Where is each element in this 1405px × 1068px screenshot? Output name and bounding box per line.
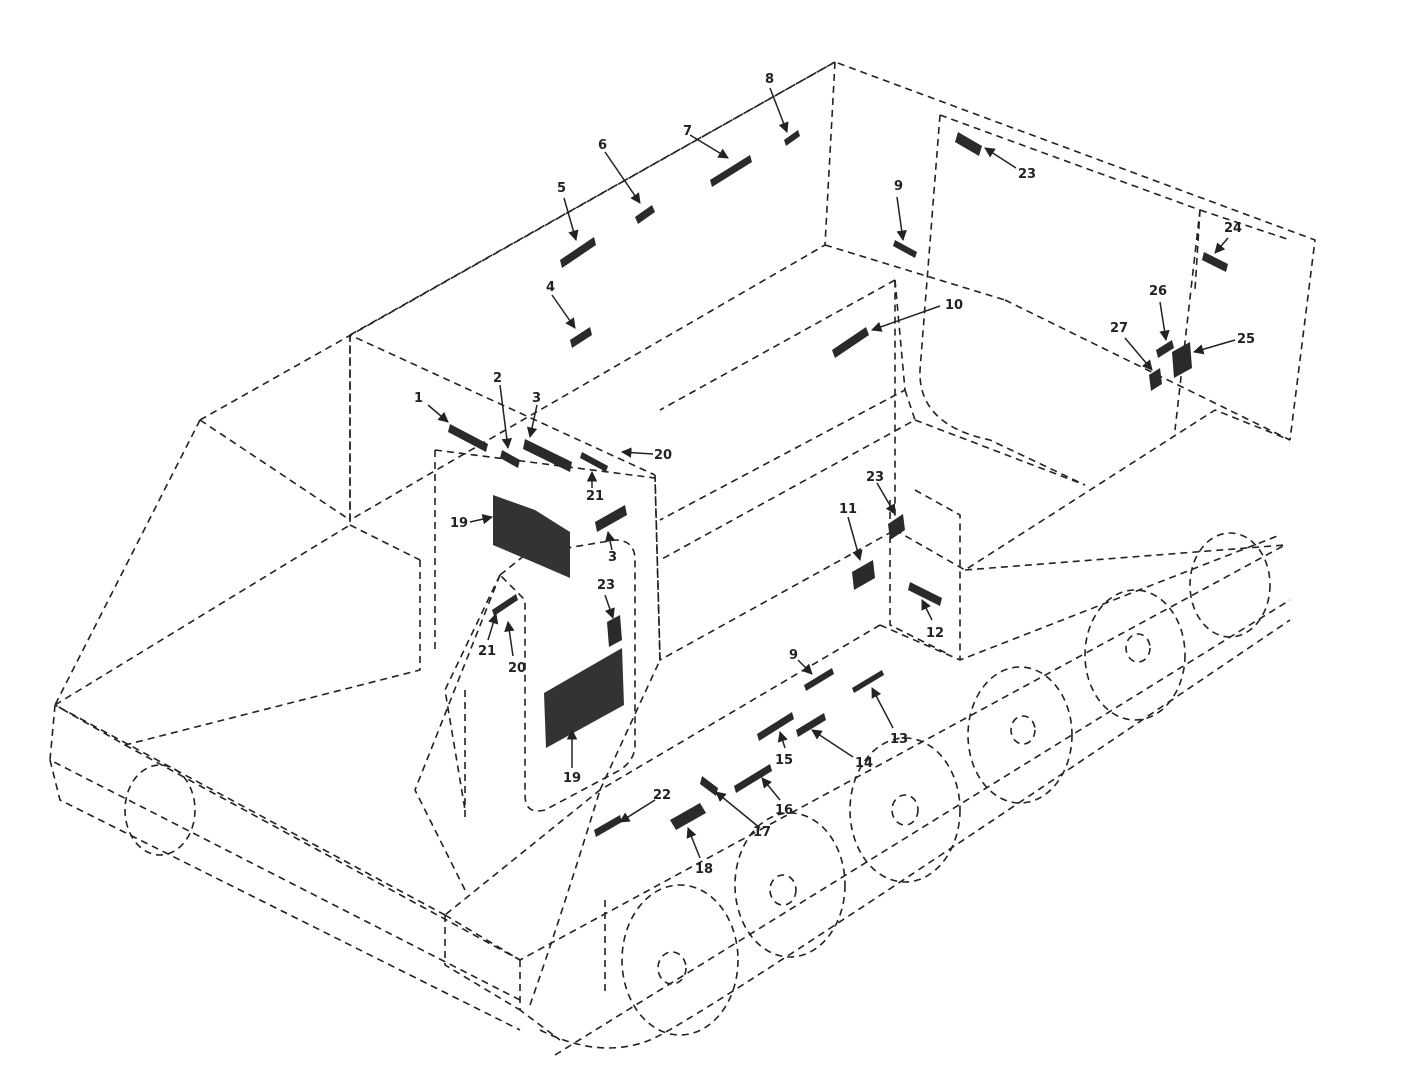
road-wheel-5 — [1084, 589, 1186, 721]
plate-5 — [560, 237, 596, 268]
vehicle-hull-outline — [49, 61, 1316, 1056]
plate-12 — [908, 582, 942, 606]
callout-21-lower: 21 — [478, 644, 496, 659]
plate-8 — [784, 130, 800, 146]
plate-18 — [670, 803, 706, 830]
plate-9-upper — [893, 240, 917, 258]
plate-27 — [1149, 368, 1162, 391]
callout-23-door: 23 — [597, 578, 615, 593]
road-wheel-hub-2 — [769, 874, 797, 906]
callout-7: 7 — [683, 124, 692, 139]
callout-23-right: 23 — [866, 470, 884, 485]
callout-11: 11 — [839, 502, 857, 517]
callout-4: 4 — [546, 280, 555, 295]
callout-24: 24 — [1224, 221, 1242, 236]
callout-12: 12 — [926, 626, 944, 641]
road-wheels — [124, 532, 1271, 1036]
callout-19-lower: 19 — [563, 771, 581, 786]
callout-5: 5 — [557, 181, 566, 196]
plate-11 — [852, 560, 875, 590]
plate-1 — [448, 424, 488, 452]
plate-6 — [635, 205, 655, 224]
road-wheel-hub-3 — [891, 794, 919, 826]
callout-27: 27 — [1110, 321, 1128, 336]
callout-26: 26 — [1149, 284, 1167, 299]
road-wheel-3 — [849, 737, 961, 883]
callout-22: 22 — [653, 788, 671, 803]
callout-14: 14 — [855, 756, 873, 771]
plate-7 — [710, 155, 752, 187]
callout-8: 8 — [765, 72, 774, 87]
callout-3-lower: 3 — [608, 550, 617, 565]
plate-4 — [570, 327, 592, 348]
callout-20-lower: 20 — [508, 661, 526, 676]
plate-23-right — [888, 514, 905, 540]
road-wheel-hub-5 — [1125, 633, 1151, 663]
plate-13 — [852, 670, 884, 693]
callout-20-upper: 20 — [654, 448, 672, 463]
plate-14 — [796, 713, 826, 737]
plate-19-lower — [544, 648, 624, 748]
plate-26 — [1156, 340, 1174, 358]
plate-23-door — [607, 615, 622, 647]
callout-16: 16 — [775, 803, 793, 818]
road-wheel-2 — [734, 812, 846, 958]
callout-19-upper: 19 — [450, 516, 468, 531]
plate-9-lower — [804, 668, 834, 691]
road-wheel-hub-1 — [657, 951, 687, 985]
plate-24 — [1202, 252, 1228, 272]
plate-15 — [757, 712, 794, 741]
front-sprocket-left — [124, 764, 196, 856]
callout-25: 25 — [1237, 332, 1255, 347]
callout-10: 10 — [945, 298, 963, 313]
callout-15: 15 — [775, 753, 793, 768]
leader-lines — [427, 87, 1236, 859]
plate-16 — [734, 764, 772, 793]
callout-9-lower: 9 — [789, 648, 798, 663]
callout-2: 2 — [493, 371, 502, 386]
callout-1: 1 — [414, 391, 423, 406]
plate-3-lower — [595, 505, 627, 532]
callout-17: 17 — [753, 825, 771, 840]
plate-2 — [500, 450, 520, 468]
callout-23-upper: 23 — [1018, 167, 1036, 182]
callout-21-upper: 21 — [586, 489, 604, 504]
callout-6: 6 — [598, 138, 607, 153]
plate-10 — [832, 327, 869, 358]
plate-17 — [700, 776, 718, 796]
callout-18: 18 — [695, 862, 713, 877]
road-wheel-hub-4 — [1010, 715, 1036, 745]
callout-labels: 1 2 3 3 4 5 6 7 8 9 9 10 11 12 13 14 15 … — [414, 72, 1255, 877]
plate-25 — [1172, 342, 1192, 378]
road-wheel-1 — [621, 884, 739, 1036]
road-wheel-4 — [967, 666, 1073, 804]
plate-21-lower — [492, 594, 518, 616]
road-wheel-6 — [1189, 532, 1271, 638]
plate-22 — [594, 815, 622, 837]
plate-3-upper — [523, 439, 572, 472]
callout-9-upper: 9 — [894, 179, 903, 194]
callout-13: 13 — [890, 732, 908, 747]
decal-plates — [448, 130, 1228, 837]
callout-3-upper: 3 — [532, 391, 541, 406]
plate-23-upper — [955, 132, 982, 156]
plate-21-upper — [580, 452, 608, 472]
plate-19-upper — [493, 495, 570, 578]
